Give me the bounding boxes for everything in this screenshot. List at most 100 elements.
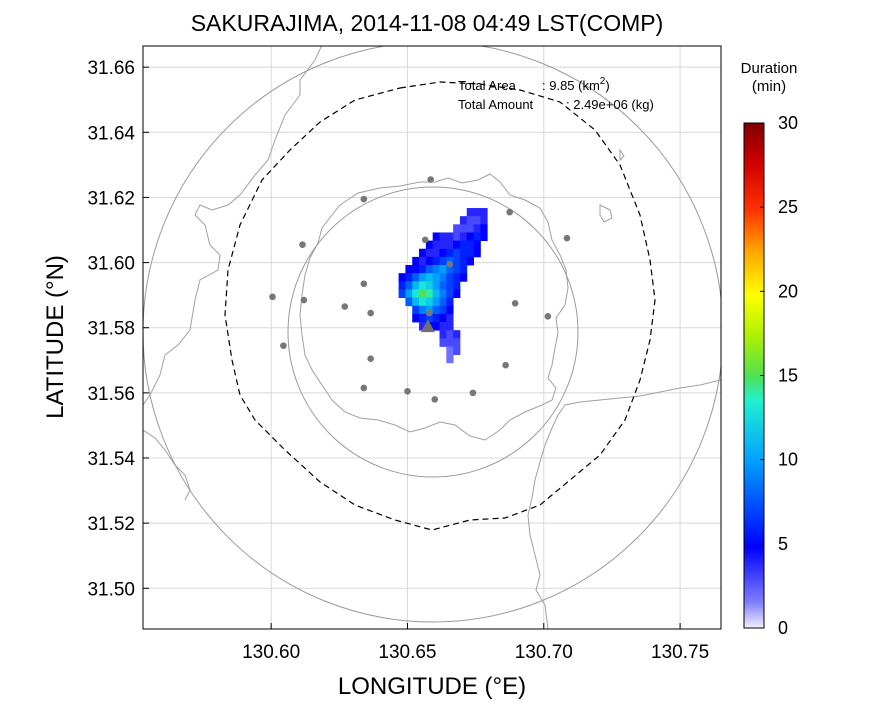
colorbar-tick-label: 10 xyxy=(778,450,798,470)
duration-cell xyxy=(453,338,461,347)
duration-cell xyxy=(459,256,468,266)
duration-cell xyxy=(432,281,440,290)
duration-cell xyxy=(419,265,427,274)
duration-cell xyxy=(439,232,447,242)
duration-cell xyxy=(466,240,474,250)
duration-cell xyxy=(419,322,427,331)
station-marker xyxy=(367,309,374,317)
x-axis-ticks: 130.60 130.65 130.70 130.75 xyxy=(242,623,709,663)
station-marker xyxy=(425,309,433,317)
colorbar-tick-label: 30 xyxy=(778,113,798,133)
station-marker xyxy=(511,300,519,307)
duration-cell xyxy=(453,240,461,250)
y-tick-label: 31.52 xyxy=(87,514,135,535)
station-marker xyxy=(269,293,276,301)
duration-cell xyxy=(480,232,488,242)
duration-cell xyxy=(398,289,406,299)
total-amount-value: : 2.49e+06 (kg) xyxy=(566,97,654,112)
vent-marker-icon xyxy=(420,319,435,333)
duration-cell xyxy=(473,216,481,225)
duration-cell xyxy=(405,273,413,282)
station-marker xyxy=(404,387,411,395)
duration-cell xyxy=(425,281,434,290)
sakurajima-coastline xyxy=(299,173,569,441)
duration-cell xyxy=(473,224,481,233)
duration-cell xyxy=(473,232,481,242)
station-marker xyxy=(431,396,439,403)
duration-cell xyxy=(466,256,474,266)
duration-cell xyxy=(419,289,427,299)
duration-cell xyxy=(453,330,461,339)
duration-cell xyxy=(439,248,447,258)
duration-cell xyxy=(419,256,427,266)
duration-cell xyxy=(412,273,420,282)
duration-cell xyxy=(439,330,447,339)
station-marker xyxy=(427,176,434,183)
y-tick-label: 31.66 xyxy=(87,58,135,79)
duration-cell xyxy=(459,232,468,242)
duration-cell xyxy=(425,265,434,274)
duration-cell xyxy=(425,289,434,299)
x-tick-label: 130.60 xyxy=(242,642,300,663)
y-axis-ticks: 31.50 31.52 31.54 31.56 31.58 31.60 31.62 31.64… xyxy=(87,58,149,600)
duration-cell xyxy=(446,240,454,250)
duration-cell xyxy=(446,330,454,339)
duration-cell xyxy=(425,248,434,258)
duration-cell xyxy=(412,265,420,274)
chart-title: SAKURAJIMA, 2014-11-08 04:49 LST(COMP) xyxy=(191,10,664,36)
duration-cell xyxy=(439,297,447,307)
duration-cell xyxy=(459,248,468,258)
duration-cell xyxy=(439,265,447,274)
duration-cell xyxy=(466,216,474,225)
duration-cell xyxy=(425,313,434,323)
duration-cell xyxy=(459,224,468,233)
y-tick-label: 31.60 xyxy=(87,254,135,275)
duration-cell xyxy=(439,322,447,331)
duration-cell xyxy=(466,208,474,217)
duration-cell xyxy=(446,338,454,347)
duration-cell xyxy=(439,305,447,315)
station-marker xyxy=(506,208,514,216)
duration-cell xyxy=(412,297,420,307)
duration-cell xyxy=(446,354,454,364)
duration-cell xyxy=(412,256,420,266)
range-circle-5km xyxy=(287,186,579,478)
colorbar-tick-label: 0 xyxy=(778,618,788,638)
duration-cell xyxy=(439,313,447,323)
station-marker xyxy=(421,236,429,244)
duration-cell xyxy=(439,256,447,266)
station-marker xyxy=(299,241,306,248)
duration-cell xyxy=(446,322,454,331)
colorbar-title-line1: Duration xyxy=(741,60,798,77)
duration-cell xyxy=(466,248,474,258)
duration-cell xyxy=(453,289,461,299)
duration-cell xyxy=(439,240,447,250)
duration-cell xyxy=(432,297,440,307)
duration-cell xyxy=(432,289,440,299)
duration-cell xyxy=(473,208,481,217)
station-marker xyxy=(360,280,368,288)
colorbar-tick-label: 25 xyxy=(778,197,798,217)
duration-cell xyxy=(480,224,488,233)
duration-cell xyxy=(446,289,454,299)
station-marker xyxy=(502,361,509,369)
duration-cell xyxy=(453,346,461,355)
duration-cell xyxy=(419,297,427,307)
duration-cell xyxy=(412,289,420,299)
station-marker xyxy=(446,260,454,268)
duration-cell xyxy=(425,273,434,282)
duration-cell xyxy=(446,297,454,307)
x-tick-label: 130.75 xyxy=(651,642,709,663)
duration-cell xyxy=(446,305,454,315)
duration-cells xyxy=(398,208,488,364)
duration-cell xyxy=(419,273,427,282)
duration-cell xyxy=(412,305,420,315)
coastline-east xyxy=(527,379,721,629)
duration-cell xyxy=(453,224,461,233)
duration-cell xyxy=(446,346,454,355)
duration-cell xyxy=(405,297,413,307)
duration-cell xyxy=(432,265,440,274)
station-marker xyxy=(300,296,308,304)
station-marker xyxy=(360,384,368,392)
